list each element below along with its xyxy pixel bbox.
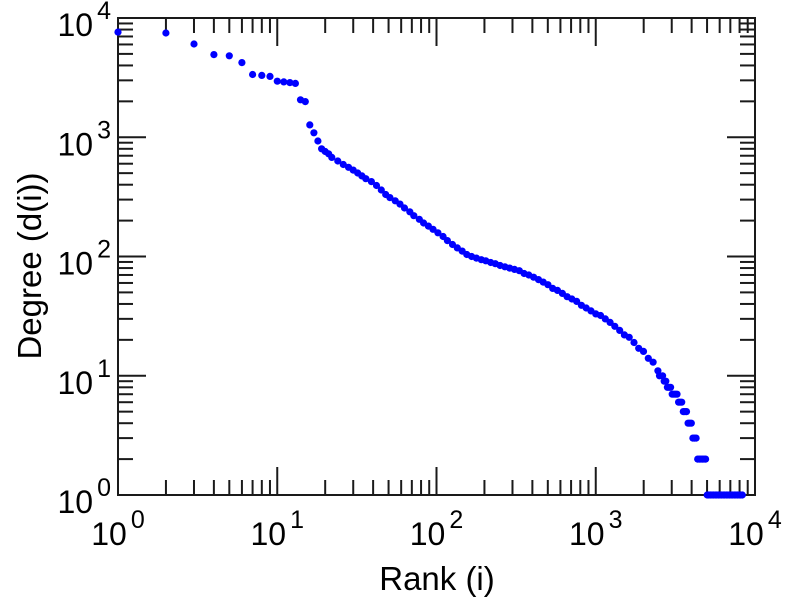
tick-label: 10 4 xyxy=(728,506,782,552)
data-point xyxy=(673,390,681,398)
data-point xyxy=(386,194,394,202)
tick-label: 10 0 xyxy=(91,506,145,552)
data-point xyxy=(249,70,257,79)
data-point xyxy=(692,434,700,442)
data-point xyxy=(273,77,281,85)
data-point xyxy=(738,491,746,499)
tick-label: 10 3 xyxy=(58,116,112,162)
data-point xyxy=(238,59,246,67)
data-point xyxy=(678,398,686,406)
data-point xyxy=(662,377,670,385)
data-point xyxy=(702,455,710,463)
data-point xyxy=(659,372,667,380)
data-point xyxy=(639,347,648,355)
data-point xyxy=(410,212,418,220)
data-point xyxy=(258,71,266,79)
data-point xyxy=(266,72,274,80)
data-point xyxy=(367,178,375,186)
y-axis-title: Degree (d(i)) xyxy=(11,172,48,360)
data-point xyxy=(372,181,381,190)
data-point xyxy=(162,29,170,37)
tick-label: 10 2 xyxy=(410,506,464,552)
data-point xyxy=(314,137,322,145)
data-point xyxy=(114,28,122,36)
data-point xyxy=(301,98,309,106)
tick-label: 10 1 xyxy=(251,506,305,552)
data-point xyxy=(328,153,336,161)
data-point xyxy=(687,419,695,427)
data-point xyxy=(334,157,342,165)
tick-label: 10 3 xyxy=(569,506,623,552)
data-point xyxy=(630,338,638,347)
data-point xyxy=(210,51,218,59)
data-point xyxy=(616,326,624,334)
plot-border xyxy=(117,17,756,496)
data-point xyxy=(682,408,691,416)
data-point xyxy=(280,78,288,86)
data-point xyxy=(625,333,633,341)
tick-label: 10 0 xyxy=(58,474,112,520)
data-point xyxy=(649,358,657,366)
data-point xyxy=(225,52,233,60)
data-point xyxy=(306,121,314,129)
tick-label: 10 2 xyxy=(58,236,112,282)
data-point xyxy=(291,79,299,87)
data-point xyxy=(362,175,370,183)
data-point xyxy=(434,229,442,237)
data-point xyxy=(286,79,294,87)
data-point xyxy=(190,40,198,48)
data-point xyxy=(611,322,619,330)
tick-label: 10 1 xyxy=(58,355,112,401)
data-point xyxy=(443,237,451,245)
data-point xyxy=(667,383,675,391)
data-point xyxy=(377,186,385,194)
x-axis-title: Rank (i) xyxy=(379,560,495,597)
data-point xyxy=(644,354,652,362)
data-point xyxy=(310,129,318,137)
data-point xyxy=(400,204,409,212)
tick-label: 10 4 xyxy=(58,0,112,43)
